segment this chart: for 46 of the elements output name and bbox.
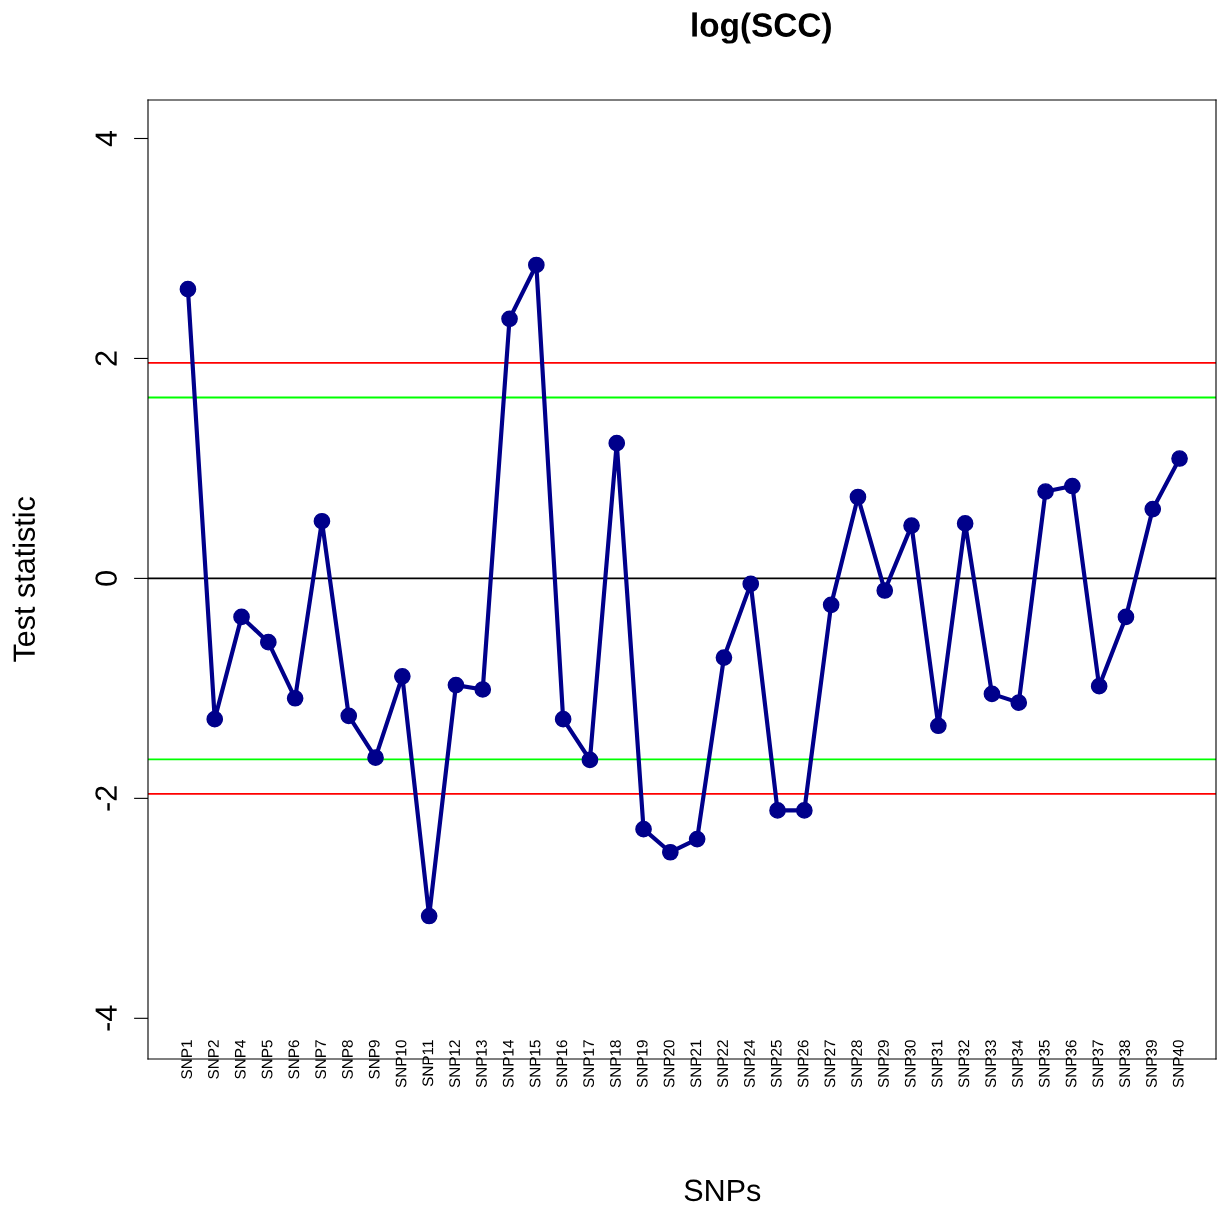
x-tick-label: SNP26 (797, 1040, 809, 1088)
x-tick-label: SNP1 (181, 1040, 193, 1079)
x-tick-label: SNP6 (288, 1040, 300, 1079)
x-tick-label: SNP30 (904, 1040, 916, 1088)
chart-title: log(SCC) (692, 12, 831, 44)
x-tick-label: SNP9 (368, 1040, 380, 1079)
x-tick-label: SNP29 (878, 1040, 889, 1088)
y-tick-label: 0 (95, 571, 117, 586)
x-tick-label: SNP15 (529, 1040, 541, 1088)
y-axis-title: Test statistic (12, 496, 35, 662)
x-tick-label: SNP34 (1012, 1040, 1023, 1088)
x-tick-label: SNP25 (770, 1040, 782, 1088)
x-tick-label: SNP2 (208, 1040, 219, 1079)
x-tick-label: SNP20 (663, 1040, 675, 1088)
x-tick-label: SNP38 (1119, 1040, 1131, 1088)
x-tick-label: SNP8 (342, 1040, 353, 1079)
y-tick-label: 4 (95, 130, 117, 147)
x-tick-label: SNP31 (931, 1040, 943, 1088)
x-tick-label: SNP12 (449, 1040, 461, 1088)
x-tick-label: SNP40 (1172, 1040, 1184, 1088)
x-tick-label: SNP16 (556, 1040, 568, 1088)
x-tick-label: SNP24 (744, 1040, 755, 1088)
x-axis-title: SNPs (684, 1179, 761, 1202)
x-tick-label: SNP36 (1065, 1040, 1077, 1088)
x-tick-label: SNP33 (985, 1040, 997, 1088)
x-tick-label: SNP17 (583, 1040, 595, 1088)
y-tick-label: -4 (95, 1005, 117, 1031)
x-tick-label: SNP22 (717, 1040, 729, 1088)
x-tick-label: SNP27 (824, 1040, 836, 1088)
x-tick-label: SNP7 (315, 1040, 327, 1079)
x-tick-label: SNP28 (851, 1040, 863, 1088)
x-tick-label: SNP13 (476, 1040, 487, 1088)
x-tick-label: SNP19 (636, 1040, 648, 1088)
x-tick-label: SNP14 (502, 1040, 514, 1088)
x-tick-label: SNP18 (610, 1040, 621, 1088)
x-tick-label: SNP10 (395, 1040, 407, 1088)
y-tick-label: 2 (95, 351, 117, 366)
x-tick-label: SNP21 (690, 1040, 702, 1088)
x-tick-label: SNP32 (958, 1040, 970, 1088)
x-tick-label: SNP5 (261, 1040, 273, 1079)
x-tick-label: SNP37 (1092, 1040, 1104, 1088)
x-tick-label: SNP35 (1038, 1040, 1050, 1088)
y-tick-label: -2 (95, 786, 117, 811)
x-tick-label: SNP4 (234, 1040, 246, 1079)
x-tick-label: SNP39 (1146, 1040, 1157, 1088)
x-tick-label: SNP11 (422, 1040, 434, 1087)
